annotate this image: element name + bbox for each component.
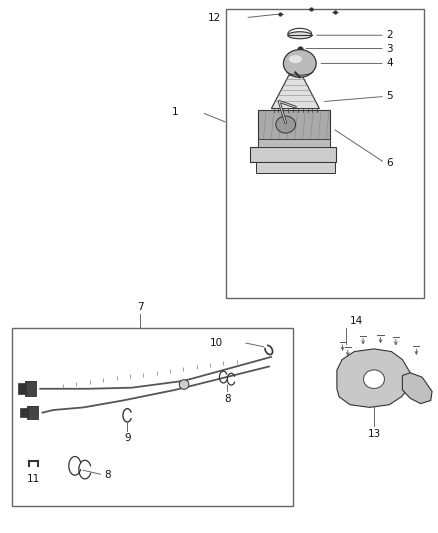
- Bar: [12, 328, 293, 506]
- Text: 7: 7: [137, 302, 144, 312]
- Polygon shape: [337, 349, 410, 407]
- Ellipse shape: [364, 370, 385, 389]
- Text: 10: 10: [209, 337, 223, 348]
- Text: 1: 1: [172, 107, 179, 117]
- Bar: [258, 139, 330, 147]
- Text: 13: 13: [367, 429, 381, 439]
- Text: 9: 9: [124, 433, 131, 443]
- Bar: [226, 9, 424, 298]
- Text: 8: 8: [224, 394, 231, 404]
- Text: 3: 3: [386, 44, 393, 53]
- Polygon shape: [403, 373, 432, 403]
- Bar: [258, 110, 330, 147]
- Text: 8: 8: [105, 470, 111, 480]
- Text: 12: 12: [208, 13, 221, 23]
- Text: 11: 11: [27, 474, 40, 484]
- Ellipse shape: [289, 55, 302, 63]
- Bar: [18, 383, 26, 394]
- Text: 14: 14: [350, 316, 363, 326]
- Bar: [25, 381, 35, 396]
- Text: 6: 6: [386, 158, 393, 168]
- Bar: [251, 147, 336, 162]
- Text: 5: 5: [386, 91, 393, 101]
- Ellipse shape: [276, 116, 296, 133]
- Ellipse shape: [179, 379, 189, 389]
- Ellipse shape: [283, 50, 316, 77]
- Ellipse shape: [288, 32, 312, 39]
- Text: 2: 2: [386, 30, 393, 41]
- Polygon shape: [272, 75, 319, 109]
- Bar: [256, 162, 335, 173]
- Text: 4: 4: [386, 59, 393, 68]
- Bar: [27, 406, 38, 419]
- Bar: [20, 408, 28, 417]
